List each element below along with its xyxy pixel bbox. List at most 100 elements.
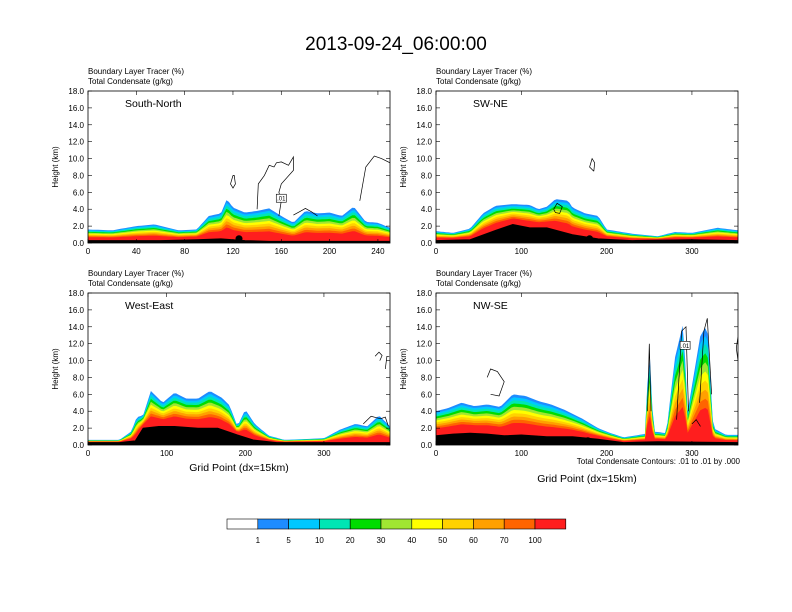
colorbar-label: 40 — [407, 536, 416, 545]
x-axis-label: Grid Point (dx=15km) — [537, 473, 637, 485]
y-tick-label: 8.0 — [73, 373, 85, 382]
condensate-contour — [359, 155, 390, 201]
condensate-contour — [256, 155, 294, 217]
location-marker — [584, 437, 592, 445]
panel-sw-ne: SW-NE Boundary Layer Tracer (%)Total Cond… — [399, 67, 767, 256]
y-tick-label: 10.0 — [68, 357, 84, 366]
x-tick-label: 0 — [434, 449, 439, 458]
x-tick-label: 100 — [160, 449, 174, 458]
panel-frame — [435, 90, 739, 244]
location-marker — [586, 235, 594, 243]
y-axis-label: Height (km) — [51, 348, 60, 390]
contour-label-header: Total Condensate (g/kg) — [436, 279, 521, 288]
colorbar-swatch — [503, 518, 536, 530]
y-tick-label: 8.0 — [421, 373, 433, 382]
tracer-band-100 — [436, 218, 738, 241]
condensate-contour — [699, 318, 712, 403]
terrain — [436, 223, 738, 243]
y-tick-label: 2.0 — [421, 424, 433, 433]
colorbar-label: 100 — [528, 536, 542, 545]
colorbar-swatch — [380, 518, 413, 530]
panel-south-north: .01 South-North Boundary Layer Tracer (%)T… — [51, 67, 391, 256]
condensate-contour — [230, 175, 236, 189]
panel-frame — [87, 292, 391, 446]
contour-label: .01 — [277, 197, 286, 203]
x-tick-label: 120 — [226, 247, 240, 256]
contour-label-box — [275, 193, 287, 203]
y-tick-label: 4.0 — [421, 407, 433, 416]
contour-note: Total Condensate Contours: .01 to .01 by… — [577, 457, 741, 466]
condensate-contour — [363, 415, 389, 427]
x-tick-label: 100 — [515, 247, 529, 256]
x-tick-label: 200 — [600, 247, 614, 256]
tracer-band-100 — [436, 407, 738, 443]
contour-label-header: Total Condensate (g/kg) — [88, 279, 173, 288]
condensate-contour — [676, 325, 689, 420]
y-tick-label: 14.0 — [416, 323, 432, 332]
panel-name: South-North — [125, 98, 182, 110]
condensate-contour — [647, 343, 652, 412]
y-tick-label: 0.0 — [73, 441, 85, 450]
panel-name: NW-SE — [473, 300, 508, 312]
panel-name: West-East — [125, 300, 173, 312]
colorbar-swatch — [319, 518, 351, 530]
y-tick-label: 12.0 — [68, 340, 84, 349]
y-tick-label: 0.0 — [73, 239, 85, 248]
colorbar-label: 50 — [438, 536, 447, 545]
y-tick-label: 0.0 — [421, 239, 433, 248]
colorbar-swatch — [442, 518, 474, 530]
colorbar-swatch — [473, 518, 505, 530]
y-tick-label: 8.0 — [421, 171, 433, 180]
condensate-contour — [764, 133, 767, 150]
location-marker — [235, 235, 243, 243]
y-tick-label: 12.0 — [416, 138, 432, 147]
y-tick-label: 16.0 — [416, 104, 432, 113]
colorbar-swatch — [349, 518, 382, 530]
y-tick-label: 0.0 — [421, 441, 433, 450]
tracer-band-100 — [88, 227, 390, 242]
condensate-contour — [486, 368, 505, 397]
panel-nw-se: .01 NW-SE Boundary Layer Tracer (%)Total C… — [399, 269, 739, 458]
shading-label: Boundary Layer Tracer (%) — [88, 67, 184, 76]
colorbar-swatch — [257, 518, 289, 530]
y-tick-label: 14.0 — [416, 121, 432, 130]
y-tick-label: 10.0 — [68, 155, 84, 164]
y-tick-label: 18.0 — [68, 87, 84, 96]
contour-label-header: Total Condensate (g/kg) — [436, 77, 521, 86]
contour-label-box — [679, 341, 691, 350]
plot-area: .01 — [436, 318, 738, 445]
contour-label-header: Total Condensate (g/kg) — [88, 77, 173, 86]
colorbar-label: 10 — [315, 536, 324, 545]
x-tick-label: 0 — [434, 247, 439, 256]
y-tick-label: 10.0 — [416, 357, 432, 366]
y-tick-label: 18.0 — [416, 289, 432, 298]
y-tick-label: 6.0 — [421, 188, 433, 197]
x-tick-label: 100 — [515, 449, 529, 458]
colorbar-label: 30 — [377, 536, 386, 545]
condensate-contour — [589, 157, 596, 172]
y-tick-label: 14.0 — [68, 121, 84, 130]
x-tick-label: 0 — [86, 247, 91, 256]
panel-frame — [87, 90, 391, 244]
y-tick-label: 10.0 — [416, 155, 432, 164]
x-tick-label: 160 — [275, 247, 289, 256]
x-tick-label: 0 — [86, 449, 91, 458]
plot-area — [88, 351, 390, 445]
shading-label: Boundary Layer Tracer (%) — [436, 269, 532, 278]
panel-frame — [435, 292, 739, 446]
y-tick-label: 4.0 — [73, 407, 85, 416]
colorbar-label: 70 — [500, 536, 509, 545]
colorbar-label: 60 — [469, 536, 478, 545]
condensate-contour — [374, 351, 383, 361]
x-tick-label: 40 — [132, 247, 141, 256]
condensate-contour — [384, 355, 390, 370]
y-tick-label: 6.0 — [73, 188, 85, 197]
y-tick-label: 2.0 — [73, 424, 85, 433]
y-tick-label: 6.0 — [421, 390, 433, 399]
y-tick-label: 2.0 — [421, 222, 433, 231]
y-tick-label: 18.0 — [416, 87, 432, 96]
colorbar-label: 5 — [286, 536, 291, 545]
location-marker — [237, 437, 245, 445]
